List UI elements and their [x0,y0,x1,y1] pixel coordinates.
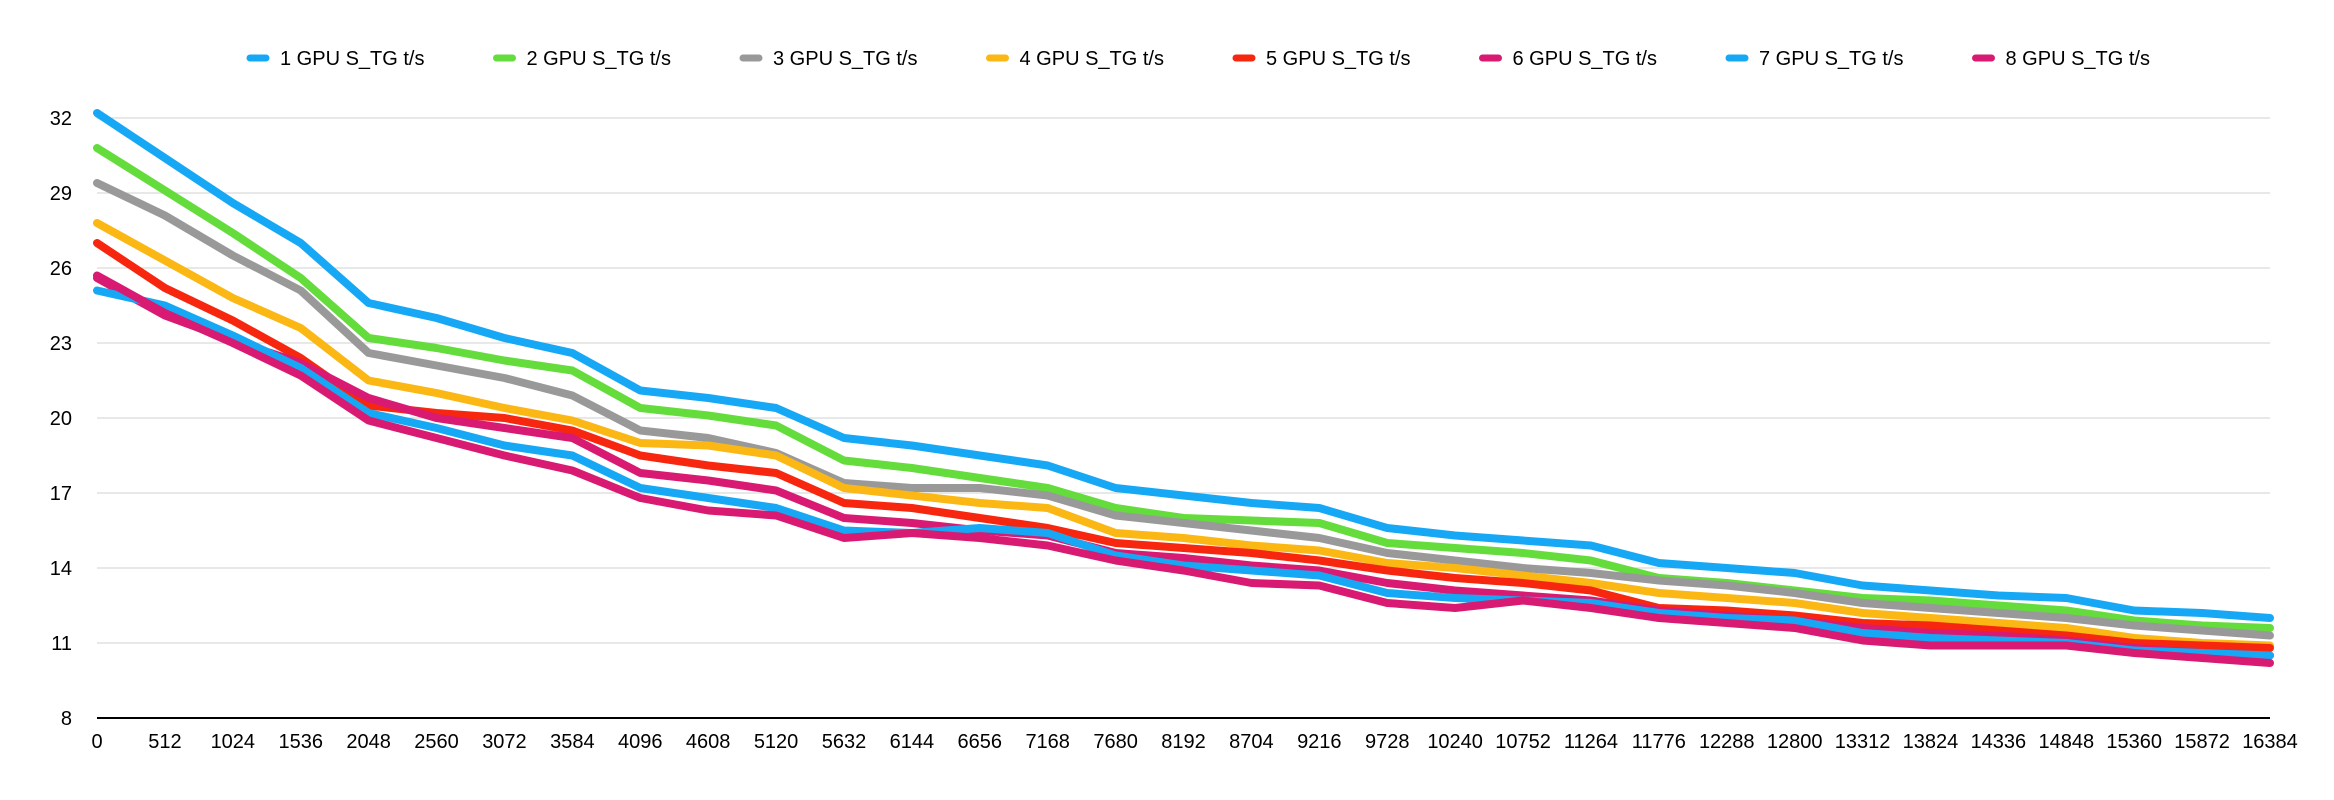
x-tick-label: 16384 [2242,731,2298,753]
legend-item-4-gpu-s-tg-t-s: 4 GPU S_TG t/s [986,48,1164,70]
legend-label: 8 GPU S_TG t/s [2006,48,2150,70]
axes: 8 11 14 17 20 23 26 29 32 0 512 1024 1536 2048 2560 307… [50,108,2298,753]
x-tick-label: 12800 [1767,731,1823,753]
y-tick-label: 29 [50,183,72,205]
legend-label: 2 GPU S_TG t/s [527,48,671,70]
legend-item-2-gpu-s-tg-t-s: 2 GPU S_TG t/s [493,48,671,70]
x-tick-label: 4608 [686,731,731,753]
x-tick-label: 6144 [890,731,935,753]
x-tick-label: 5120 [754,731,799,753]
legend-label: 3 GPU S_TG t/s [773,48,917,70]
x-tick-label: 3584 [550,731,595,753]
legend-item-1-gpu-s-tg-t-s: 1 GPU S_TG t/s [246,48,424,70]
x-tick-label: 14848 [2038,731,2094,753]
legend-label: 7 GPU S_TG t/s [1759,48,1903,70]
x-tick-label: 10240 [1427,731,1483,753]
legend-label: 1 GPU S_TG t/s [280,48,424,70]
x-tick-label: 7680 [1093,731,1138,753]
x-tick-label: 512 [148,731,181,753]
series-line-7-gpu-s-tg-t-s [93,286,2274,660]
x-tick-label: 4096 [618,731,663,753]
x-tick-label: 8192 [1161,731,1206,753]
x-tick-label: 1536 [278,731,323,753]
x-tick-label: 12288 [1699,731,1755,753]
legend-label: 4 GPU S_TG t/s [1020,48,1164,70]
x-tick-label: 15872 [2174,731,2230,753]
y-tick-label: 23 [50,333,72,355]
series-line-4-gpu-s-tg-t-s [93,219,2274,650]
x-tick-label: 1024 [211,731,256,753]
legend-item-6-gpu-s-tg-t-s: 6 GPU S_TG t/s [1479,48,1657,70]
legend-item-7-gpu-s-tg-t-s: 7 GPU S_TG t/s [1725,48,1903,70]
x-tick-label: 13312 [1835,731,1891,753]
y-tick-label: 14 [50,558,72,580]
x-tick-label: 2560 [414,731,459,753]
legend-item-5-gpu-s-tg-t-s: 5 GPU S_TG t/s [1232,48,1410,70]
x-tick-label: 9728 [1365,731,1410,753]
y-tick-label: 11 [51,633,72,655]
x-tick-label: 8704 [1229,731,1274,753]
series-line-8-gpu-s-tg-t-s [93,271,2274,667]
x-tick-label: 14336 [1971,731,2027,753]
series-line-3-gpu-s-tg-t-s [93,179,2274,640]
x-tick-label: 7168 [1025,731,1070,753]
x-tick-label: 10752 [1495,731,1551,753]
series-line-2-gpu-s-tg-t-s [93,144,2274,632]
x-tick-label: 9216 [1297,731,1342,753]
x-tick-label: 11264 [1564,731,1618,753]
legend: 1 GPU S_TG t/s 2 GPU S_TG t/s 3 GPU S_TG t… [246,48,2150,70]
series-line-1-gpu-s-tg-t-s [93,109,2274,622]
x-tick-label: 11776 [1632,731,1686,753]
series-line-6-gpu-s-tg-t-s [93,274,2274,660]
x-tick-label: 0 [91,731,102,753]
y-tick-label: 17 [50,483,72,505]
legend-item-8-gpu-s-tg-t-s: 8 GPU S_TG t/s [1972,48,2150,70]
y-tick-label: 32 [50,108,72,130]
legend-item-3-gpu-s-tg-t-s: 3 GPU S_TG t/s [739,48,917,70]
y-tick-label: 20 [50,408,72,430]
x-tick-label: 3072 [482,731,527,753]
x-tick-label: 5632 [822,731,867,753]
x-tick-label: 2048 [346,731,391,753]
legend-label: 5 GPU S_TG t/s [1266,48,1410,70]
series-lines [93,109,2274,667]
y-tick-label: 8 [61,708,72,730]
series-line-5-gpu-s-tg-t-s [93,239,2274,652]
legend-label: 6 GPU S_TG t/s [1513,48,1657,70]
x-tick-label: 15360 [2106,731,2162,753]
y-tick-label: 26 [50,258,72,280]
x-tick-label: 6656 [958,731,1003,753]
x-tick-label: 13824 [1903,731,1959,753]
